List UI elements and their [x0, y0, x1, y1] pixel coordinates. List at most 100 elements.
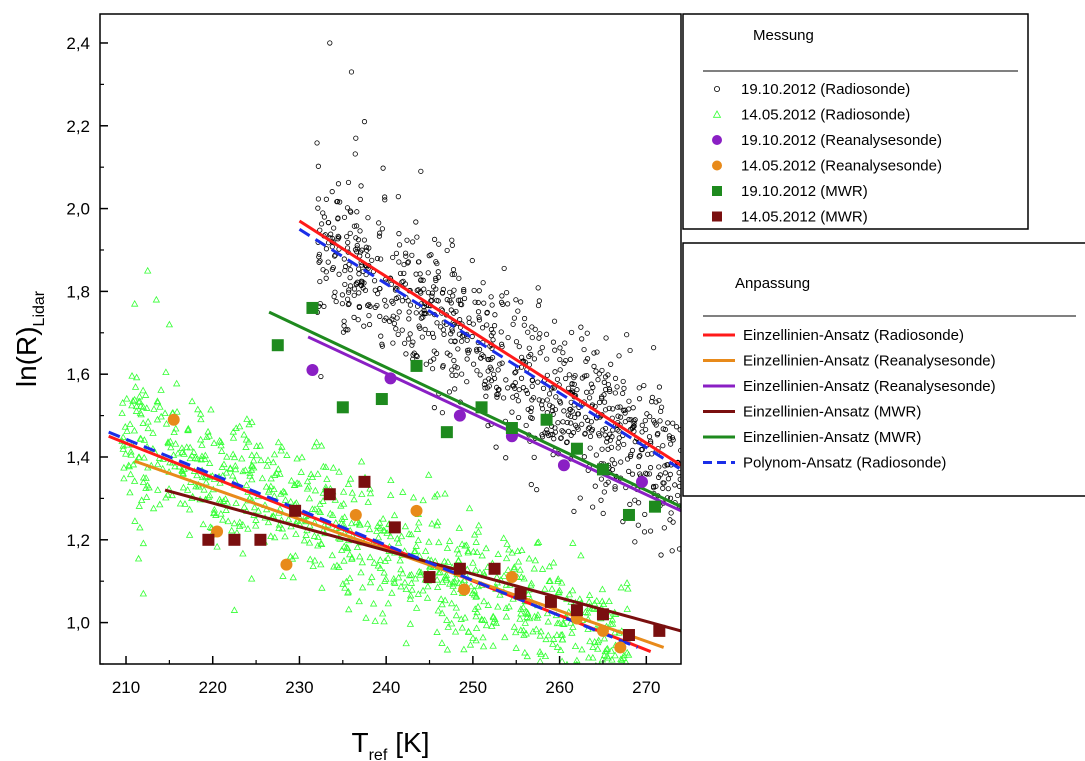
data-point: [612, 483, 618, 490]
data-point: [569, 539, 577, 546]
data-point: [667, 471, 673, 477]
data-point: [578, 675, 584, 680]
data-point: [348, 555, 356, 562]
data-point: [276, 470, 284, 477]
data-point: [527, 579, 536, 587]
data-point: [559, 428, 565, 434]
data-point: [357, 228, 363, 234]
data-point: [405, 336, 412, 342]
data-point: [541, 585, 549, 592]
data-point: [549, 640, 557, 647]
data-point: [314, 470, 322, 477]
data-point: [287, 497, 295, 505]
data-point: [440, 362, 446, 369]
legend-box: [682, 13, 1029, 230]
data-point: [647, 465, 654, 471]
data-point: [335, 181, 342, 187]
data-point: [425, 538, 433, 545]
data-point: [620, 407, 627, 413]
data-point: [622, 410, 628, 416]
data-point: [677, 476, 681, 482]
data-point: [565, 428, 572, 435]
data-point: [472, 592, 481, 600]
data-point: [531, 556, 540, 564]
data-point: [599, 367, 605, 374]
data-point: [485, 423, 491, 429]
data-point: [337, 501, 345, 509]
data-point: [394, 573, 403, 581]
data-point: [485, 356, 491, 363]
data-point: [605, 717, 611, 722]
data-point: [502, 554, 511, 562]
data-point: [614, 384, 620, 390]
data-point: [490, 337, 496, 343]
data-point: [608, 615, 617, 623]
data-point: [449, 367, 455, 373]
data-point: [118, 409, 126, 417]
data-point: [481, 300, 487, 306]
data-point: [593, 669, 599, 674]
data-point: [390, 511, 399, 519]
data-point: [531, 395, 537, 401]
data-point: [154, 486, 162, 493]
data-point: [603, 335, 609, 341]
data-point: [452, 611, 461, 619]
data-point: [552, 347, 558, 353]
data-point: [257, 456, 265, 464]
data-point: [271, 471, 279, 478]
data-point: [252, 521, 260, 529]
data-point: [334, 199, 340, 205]
series-marker: [622, 629, 635, 642]
legend-label: Polynom-Ansatz (Radiosonde): [743, 455, 946, 472]
data-point: [551, 318, 558, 324]
data-point: [162, 419, 171, 427]
data-point: [264, 518, 273, 526]
data-point: [494, 550, 502, 557]
data-point: [174, 449, 182, 457]
data-point: [583, 358, 589, 365]
data-point: [161, 409, 169, 417]
data-point: [374, 302, 380, 309]
data-point: [228, 471, 237, 479]
data-point: [448, 338, 454, 344]
data-point: [248, 462, 256, 469]
data-point: [341, 214, 348, 220]
data-point: [372, 287, 378, 293]
data-point: [220, 460, 228, 468]
series-marker: [648, 500, 661, 513]
data-point: [315, 205, 321, 211]
data-point: [641, 382, 647, 389]
series-marker: [306, 364, 319, 377]
data-point: [510, 563, 519, 570]
data-point: [358, 490, 366, 497]
data-point: [470, 361, 477, 367]
data-point: [403, 253, 409, 259]
data-point: [126, 470, 135, 478]
data-point: [242, 443, 250, 450]
data-point: [331, 225, 337, 231]
data-point: [396, 259, 402, 265]
data-point: [241, 466, 250, 473]
data-point: [596, 433, 603, 439]
data-point: [345, 327, 351, 333]
data-point: [139, 478, 148, 486]
data-point: [598, 597, 606, 605]
data-point: [139, 403, 147, 410]
data-point: [405, 530, 413, 537]
data-point: [231, 465, 240, 473]
data-point: [436, 241, 442, 247]
data-point: [215, 495, 224, 503]
data-point: [514, 557, 523, 565]
data-point: [450, 293, 456, 299]
data-point: [482, 544, 490, 552]
data-point: [617, 583, 625, 591]
data-point: [130, 477, 139, 484]
data-point: [588, 428, 595, 434]
data-point: [314, 140, 320, 146]
data-point: [535, 285, 541, 291]
data-point: [495, 367, 501, 373]
series-marker: [475, 401, 488, 414]
data-point: [589, 643, 597, 650]
data-point: [121, 423, 129, 430]
data-point: [455, 549, 463, 557]
